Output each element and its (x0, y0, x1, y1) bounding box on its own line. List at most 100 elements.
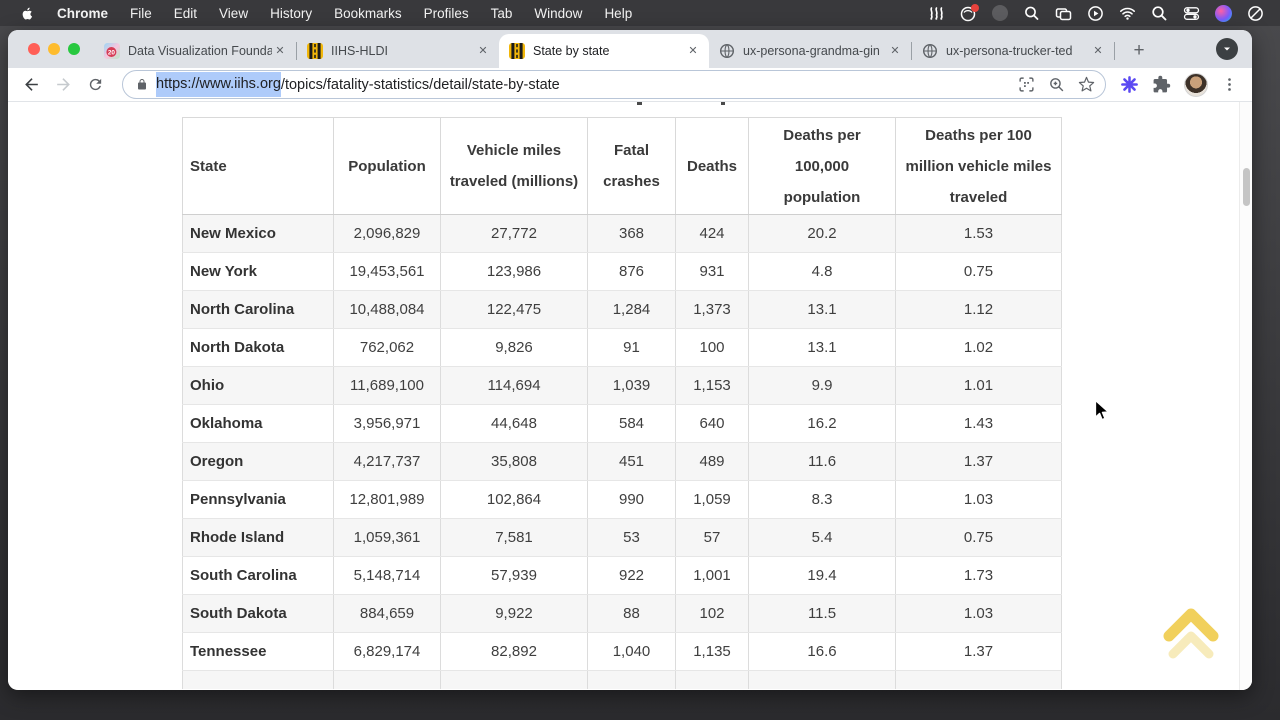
menu-item-edit[interactable]: Edit (173, 5, 198, 21)
wifi-icon[interactable] (1119, 5, 1136, 22)
tab-close-icon[interactable]: ✕ (688, 45, 698, 57)
minimize-window-button[interactable] (48, 43, 60, 55)
state-name-cell: South Carolina (182, 556, 334, 595)
dimmed-app-icon[interactable] (992, 5, 1008, 21)
table-row: South Dakota 884,659 9,922 88 102 11.5 1.03 (182, 594, 1062, 633)
stat-value-cell: 4.8 (748, 252, 896, 291)
forward-button[interactable] (50, 72, 76, 98)
stat-value-cell: 1.73 (895, 556, 1062, 595)
stat-value-cell: 100 (675, 328, 749, 367)
stat-value-cell: 1,153 (675, 366, 749, 405)
stat-value-cell: 102 (675, 594, 749, 633)
menu-item-bookmarks[interactable]: Bookmarks (334, 5, 402, 21)
url-text[interactable]: https://www.iihs.org/topics/fatality-sta… (156, 72, 1008, 97)
stat-value-cell: 640 (675, 404, 749, 443)
url-selected-text: https://www.iihs.org (156, 72, 281, 97)
close-window-button[interactable] (28, 43, 40, 55)
stat-value-cell: 57 (675, 518, 749, 557)
stat-value-cell: 931 (675, 252, 749, 291)
screen-mirroring-icon[interactable] (1055, 5, 1072, 22)
siri-icon[interactable] (1215, 4, 1232, 22)
stat-value-cell: 884,659 (333, 594, 441, 633)
control-center-icon[interactable] (1183, 5, 1200, 22)
maximize-window-button[interactable] (68, 43, 80, 55)
column-header: Deaths per 100 million vehicle miles tra… (895, 117, 1062, 215)
menu-item-help[interactable]: Help (604, 5, 633, 21)
stat-value-cell: 11,689,100 (333, 366, 441, 405)
stat-value-cell: 19,453,561 (333, 252, 441, 291)
spotlight-icon[interactable] (1151, 5, 1168, 22)
back-button[interactable] (18, 72, 44, 98)
tab-title: ux-persona-grandma-gin (743, 44, 880, 58)
tab-iihs-hldi[interactable]: IIHS-HLDI ✕ (297, 34, 499, 68)
focus-icon[interactable] (1247, 5, 1264, 22)
screenshot-frame-icon[interactable] (1018, 76, 1035, 93)
back-to-top-icon[interactable] (1160, 594, 1222, 666)
extension-burst-icon[interactable] (1120, 75, 1139, 94)
zoom-lens-icon[interactable] (1023, 5, 1040, 22)
tab-search-button[interactable] (1216, 38, 1238, 60)
stat-value-cell: 16.6 (748, 632, 896, 671)
column-header: Deaths per 100,000 population (748, 117, 896, 215)
waves-icon[interactable] (928, 5, 945, 22)
apple-logo-icon[interactable] (20, 5, 36, 21)
stat-value-cell: 9.9 (748, 366, 896, 405)
tab-title: State by state (533, 44, 610, 58)
menu-item-chrome[interactable]: Chrome (57, 5, 109, 21)
badged-app-icon[interactable] (960, 3, 979, 22)
vertical-scrollbar[interactable] (1239, 102, 1252, 690)
stat-value-cell (440, 670, 588, 689)
scrollbar-thumb[interactable] (1243, 168, 1250, 206)
stat-value-cell: 1.01 (895, 366, 1062, 405)
road-icon (307, 43, 323, 59)
address-bar[interactable]: https://www.iihs.org/topics/fatality-sta… (122, 70, 1106, 99)
menu-item-window[interactable]: Window (534, 5, 583, 21)
now-playing-icon[interactable] (1087, 5, 1104, 22)
stat-value-cell: 990 (587, 480, 676, 519)
macos-menubar: Chrome File Edit View History Bookmarks Profil… (0, 0, 1280, 26)
bookmark-star-icon[interactable] (1078, 76, 1095, 93)
stat-value-cell: 5.4 (748, 518, 896, 557)
menu-item-history[interactable]: History (270, 5, 313, 21)
stat-value-cell: 3,956,971 (333, 404, 441, 443)
menubar-status-icons (928, 3, 1264, 22)
state-name-cell: New York (182, 252, 334, 291)
profile-avatar[interactable] (1184, 72, 1208, 97)
state-name-cell: Rhode Island (182, 518, 334, 557)
table-row: Pennsylvania 12,801,989 102,864 990 1,059 8.3… (182, 480, 1062, 519)
tab-close-icon[interactable]: ✕ (890, 45, 900, 57)
extensions-puzzle-icon[interactable] (1152, 75, 1171, 94)
menu-item-file[interactable]: File (130, 5, 152, 21)
table-row: Ohio 11,689,100 114,694 1,039 1,153 9.9 1.01 (182, 366, 1062, 405)
stat-value-cell: 35,808 (440, 442, 588, 481)
tab-data-visualization[interactable]: 20 Data Visualization Founda ✕ (94, 34, 296, 68)
lock-icon (138, 79, 146, 90)
stat-value-cell: 1.03 (895, 480, 1062, 519)
menu-item-view[interactable]: View (219, 5, 249, 21)
new-tab-button[interactable]: + (1133, 40, 1145, 61)
menu-item-profiles[interactable]: Profiles (423, 5, 469, 21)
stat-value-cell: 10,488,084 (333, 290, 441, 329)
reload-button[interactable] (82, 72, 108, 98)
tab-close-icon[interactable]: ✕ (478, 45, 488, 57)
column-header: Deaths (675, 117, 749, 215)
menu-item-tab[interactable]: Tab (490, 5, 513, 21)
table-row: North Carolina 10,488,084 122,475 1,284 1,37… (182, 290, 1062, 329)
state-name-cell: Pennsylvania (182, 480, 334, 519)
state-table-head-row: State Population Vehicle miles traveled (m… (182, 117, 1062, 215)
tab-ux-persona-trucker[interactable]: ux-persona-trucker-ted ✕ (912, 34, 1114, 68)
stat-value-cell: 8.3 (748, 480, 896, 519)
tab-ux-persona-grandma[interactable]: ux-persona-grandma-gin ✕ (709, 34, 911, 68)
tab-close-icon[interactable]: ✕ (275, 45, 285, 57)
stat-value-cell: 57,939 (440, 556, 588, 595)
stat-value-cell: 1.02 (895, 328, 1062, 367)
table-row: North Dakota 762,062 9,826 91 100 13.1 1.02 (182, 328, 1062, 367)
state-fatality-table: State Population Vehicle miles traveled (m… (182, 117, 1062, 689)
tab-close-icon[interactable]: ✕ (1093, 45, 1103, 57)
stat-value-cell: 1.03 (895, 594, 1062, 633)
tab-separator (1114, 42, 1115, 60)
tab-state-by-state-active[interactable]: State by state ✕ (499, 34, 709, 68)
zoom-in-icon[interactable] (1048, 76, 1065, 93)
column-header: Population (333, 117, 441, 215)
menu-dots-icon[interactable] (1221, 76, 1238, 93)
